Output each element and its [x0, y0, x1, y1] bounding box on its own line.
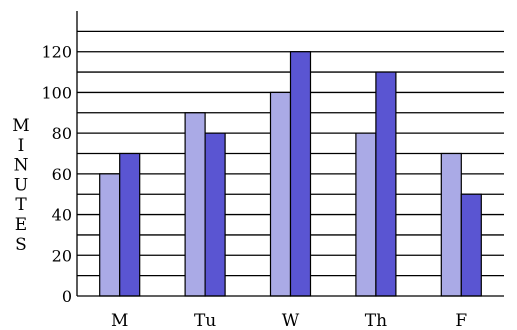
y-tick-label: 80: [52, 124, 72, 143]
x-category-label: M: [111, 311, 128, 330]
bar: [289, 51, 312, 297]
bar: [184, 112, 206, 297]
x-category-label: Th: [365, 311, 387, 330]
bar: [119, 152, 141, 297]
bar: [204, 132, 226, 297]
y-axis-label-letter: E: [15, 215, 27, 235]
bar: [269, 91, 292, 297]
x-category-label: Tu: [194, 311, 216, 330]
x-category-labels: M Tu W Th F: [111, 311, 467, 330]
y-axis-label-letter: I: [18, 136, 25, 156]
x-category-label: W: [282, 311, 300, 330]
axes: [76, 11, 504, 297]
y-axis-label-letter: M: [12, 116, 29, 136]
y-tick-label: 40: [52, 206, 72, 225]
bar: [99, 173, 121, 297]
bar: [440, 152, 462, 297]
y-tick-label: 100: [41, 83, 72, 102]
y-axis-label-letter: T: [15, 195, 27, 215]
bar: [355, 132, 377, 297]
bar: [460, 193, 482, 297]
y-axis-label-letter: N: [14, 156, 29, 176]
y-tick-label: 20: [52, 246, 72, 265]
bars: [99, 51, 482, 297]
y-tick-labels: 0 20 40 60 80 100 120: [41, 43, 72, 306]
y-axis-label-letter: U: [14, 175, 28, 195]
y-tick-label: 120: [41, 43, 72, 62]
y-tick-label: 0: [62, 287, 72, 306]
y-tick-label: 60: [52, 165, 72, 184]
y-axis-label-letter: S: [15, 235, 27, 255]
x-category-label: F: [455, 311, 467, 330]
bar: [375, 71, 397, 297]
